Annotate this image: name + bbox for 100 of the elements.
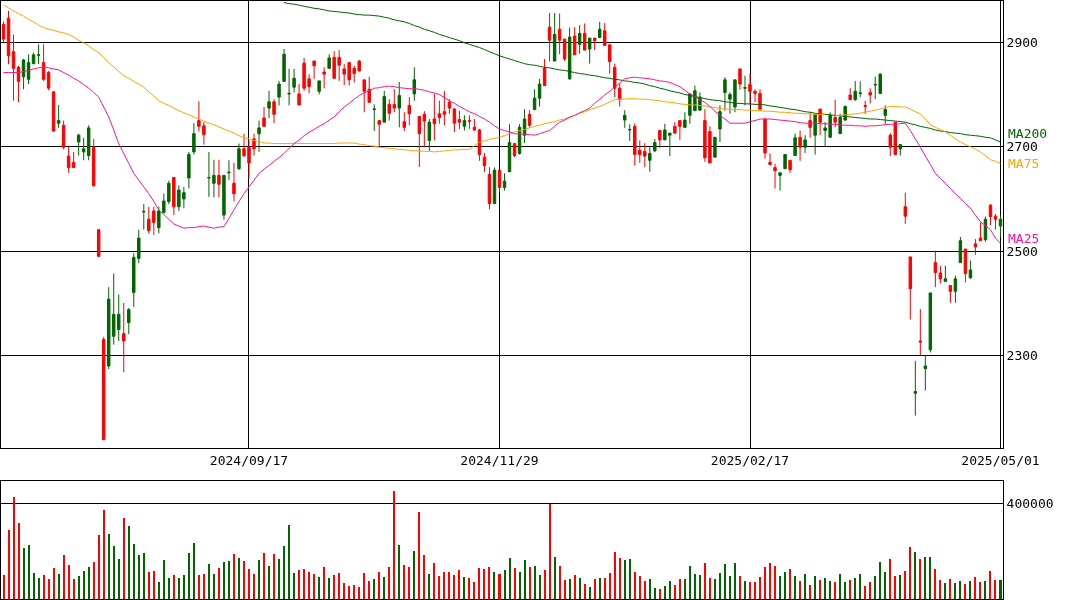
bar — [53, 568, 55, 599]
candlestick — [437, 100, 442, 125]
bar — [278, 559, 280, 599]
bar — [13, 497, 15, 599]
candlestick — [898, 144, 903, 157]
x-tick-label: 2025/02/17 — [710, 452, 790, 468]
bar — [428, 574, 430, 599]
bar — [964, 584, 966, 599]
bar — [133, 544, 135, 599]
bar — [128, 526, 130, 599]
bar — [614, 552, 616, 599]
bar — [328, 578, 330, 599]
bar — [734, 563, 736, 599]
bar — [564, 580, 566, 599]
candlestick — [292, 68, 296, 93]
candlestick — [938, 265, 943, 285]
bar — [28, 545, 30, 599]
bar — [68, 565, 70, 599]
bar — [338, 573, 340, 599]
bar — [468, 578, 470, 599]
bar — [268, 566, 270, 599]
candlestick — [988, 203, 993, 226]
candlestick — [277, 80, 281, 106]
bar — [669, 581, 671, 599]
bar — [844, 582, 846, 599]
bar — [298, 570, 300, 599]
candlestick — [71, 151, 76, 169]
bar — [323, 567, 325, 599]
candlestick — [427, 118, 432, 152]
bar — [684, 579, 686, 599]
candlestick — [577, 24, 582, 55]
candlestick — [738, 68, 742, 91]
bar — [93, 562, 95, 599]
bar — [639, 576, 641, 599]
bar — [183, 575, 185, 599]
candlestick — [101, 336, 106, 441]
bar — [864, 586, 866, 599]
bar — [924, 557, 926, 599]
candlestick — [272, 98, 276, 124]
candlestick — [402, 111, 407, 132]
bar — [383, 577, 385, 599]
bar — [779, 576, 781, 599]
candlestick — [6, 10, 11, 65]
bar — [809, 585, 811, 599]
candlestick — [918, 308, 923, 357]
candlestick — [1, 20, 6, 43]
bar — [493, 572, 495, 599]
candlestick — [557, 13, 562, 55]
bar — [308, 572, 310, 599]
y-tick-label: 2700 — [1006, 139, 1038, 155]
candlestick — [653, 138, 657, 153]
bar — [919, 559, 921, 599]
bar — [759, 577, 761, 599]
bar — [303, 569, 305, 599]
bar — [113, 546, 115, 599]
bar — [213, 574, 215, 599]
candlestick — [597, 21, 602, 39]
bar — [559, 566, 561, 599]
bar — [38, 578, 40, 599]
bar — [599, 578, 601, 599]
bar — [619, 558, 621, 599]
bar — [914, 552, 916, 599]
candlestick — [903, 192, 908, 225]
bar — [418, 512, 420, 599]
candlestick — [257, 120, 261, 153]
bar — [408, 567, 410, 599]
bar — [519, 572, 521, 599]
candlestick — [683, 111, 687, 129]
bar — [674, 585, 676, 599]
bar — [453, 575, 455, 599]
bar — [579, 578, 581, 599]
candlestick — [953, 275, 958, 304]
candlestick — [297, 83, 301, 106]
bar — [799, 581, 801, 599]
bar — [829, 581, 831, 599]
bar — [769, 563, 771, 599]
bar — [43, 575, 45, 599]
bar — [704, 563, 706, 599]
bar — [283, 546, 285, 599]
candlestick — [818, 108, 822, 136]
candlestick — [397, 81, 402, 128]
candlestick — [863, 100, 867, 115]
series-label: MA75 — [1008, 156, 1040, 171]
bar — [333, 575, 335, 599]
bar — [719, 573, 721, 599]
bar — [258, 560, 260, 599]
candlestick — [763, 118, 767, 160]
bar — [869, 582, 871, 599]
bar — [413, 551, 415, 599]
candlestick — [803, 134, 807, 154]
x-tick-label: 2024/11/29 — [460, 452, 539, 468]
candlestick — [582, 22, 587, 51]
candlestick — [487, 166, 492, 210]
candlestick — [783, 154, 787, 170]
bar — [178, 578, 180, 599]
candlestick — [778, 172, 782, 192]
bar — [544, 570, 546, 599]
candlestick — [948, 285, 953, 304]
bar — [989, 571, 991, 599]
bar — [388, 567, 390, 599]
